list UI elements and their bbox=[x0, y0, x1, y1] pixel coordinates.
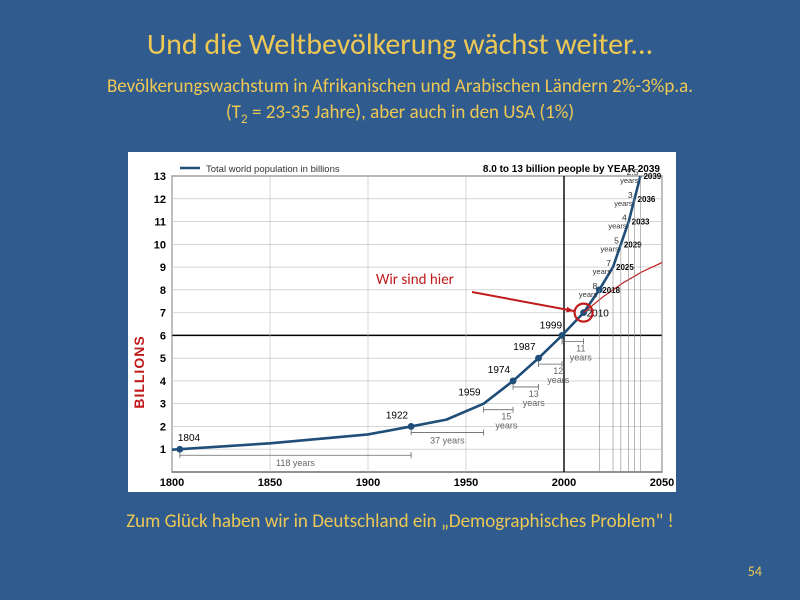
svg-text:years: years bbox=[593, 267, 612, 276]
svg-text:1922: 1922 bbox=[386, 410, 409, 421]
svg-text:2050: 2050 bbox=[650, 477, 674, 489]
svg-text:11: 11 bbox=[154, 217, 166, 229]
subtitle-line2-sub: 2 bbox=[241, 109, 248, 126]
svg-text:12: 12 bbox=[154, 194, 166, 206]
svg-text:9: 9 bbox=[160, 262, 166, 274]
svg-text:1800: 1800 bbox=[160, 477, 184, 489]
svg-text:1987: 1987 bbox=[513, 342, 536, 353]
svg-text:7: 7 bbox=[160, 308, 166, 320]
svg-text:1900: 1900 bbox=[356, 477, 380, 489]
svg-text:1850: 1850 bbox=[258, 477, 282, 489]
svg-text:1950: 1950 bbox=[454, 477, 478, 489]
svg-text:years: years bbox=[608, 222, 627, 231]
svg-text:2: 2 bbox=[160, 421, 166, 433]
page-number: 54 bbox=[748, 563, 762, 580]
svg-text:1974: 1974 bbox=[488, 365, 511, 376]
svg-text:Total world population in bill: Total world population in billions bbox=[206, 164, 340, 175]
svg-text:BILLIONS: BILLIONS bbox=[131, 335, 147, 408]
svg-text:10: 10 bbox=[154, 239, 166, 251]
svg-text:1959: 1959 bbox=[458, 388, 481, 399]
subtitle-line1: Bevölkerungswachstum in Afrikanischen un… bbox=[107, 75, 693, 98]
svg-text:4: 4 bbox=[160, 376, 167, 388]
svg-text:2018: 2018 bbox=[602, 286, 620, 295]
svg-text:years: years bbox=[523, 398, 546, 408]
svg-text:118 years: 118 years bbox=[276, 458, 315, 468]
slide-title: Und die Weltbevölkerung wächst weiter... bbox=[0, 26, 800, 63]
subtitle-line2-post: = 23-35 Jahre), aber auch in den USA (1%… bbox=[248, 101, 574, 124]
svg-text:13: 13 bbox=[154, 171, 166, 183]
svg-text:37 years: 37 years bbox=[430, 435, 465, 445]
svg-text:3: 3 bbox=[160, 399, 166, 411]
population-chart: 1234567891011121318001850190019502000205… bbox=[128, 152, 676, 492]
svg-text:2025: 2025 bbox=[616, 263, 634, 272]
svg-text:years: years bbox=[614, 199, 633, 208]
svg-text:2039: 2039 bbox=[643, 172, 661, 181]
svg-text:1804: 1804 bbox=[178, 433, 201, 444]
svg-text:5: 5 bbox=[160, 353, 166, 365]
svg-text:years: years bbox=[600, 244, 619, 253]
svg-text:years: years bbox=[547, 375, 570, 385]
svg-text:2029: 2029 bbox=[624, 240, 642, 249]
slide-subtitle: Bevölkerungswachstum in Afrikanischen un… bbox=[0, 74, 800, 127]
subtitle-line2-pre: (T bbox=[226, 101, 241, 124]
svg-text:8: 8 bbox=[160, 285, 166, 297]
svg-text:years: years bbox=[570, 352, 593, 362]
svg-text:1999: 1999 bbox=[540, 320, 563, 331]
svg-text:6: 6 bbox=[160, 330, 166, 342]
svg-text:Wir sind hier: Wir sind hier bbox=[376, 271, 454, 289]
svg-text:years: years bbox=[495, 421, 518, 431]
svg-text:years: years bbox=[579, 290, 598, 299]
svg-text:2000: 2000 bbox=[552, 477, 576, 489]
svg-text:years: years bbox=[620, 176, 639, 185]
svg-text:1: 1 bbox=[160, 444, 166, 456]
slide-footer: Zum Glück haben wir in Deutschland ein „… bbox=[0, 510, 800, 533]
